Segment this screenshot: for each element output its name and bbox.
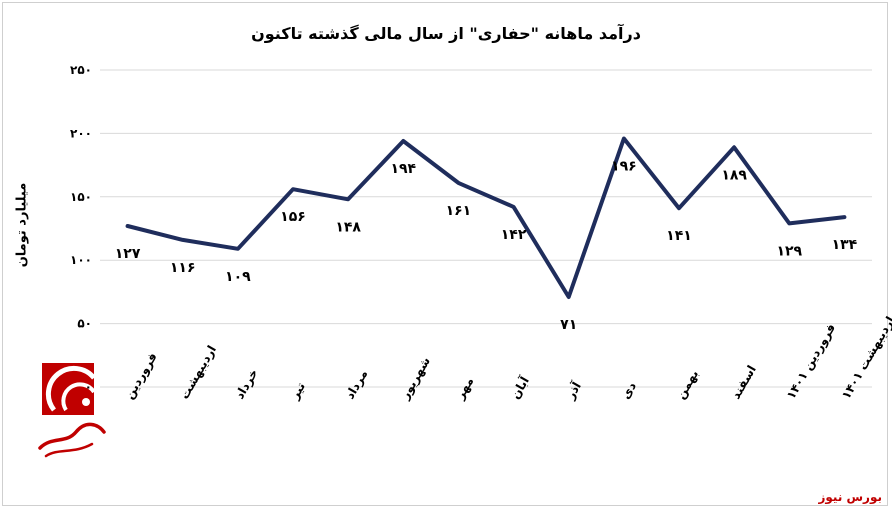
- data-label: ۱۳۴: [832, 237, 858, 253]
- y-tick-label: ۰: [85, 380, 92, 394]
- bourse-news-logo: [38, 363, 106, 458]
- series-line: [125, 136, 847, 299]
- data-label: ۱۴۲: [501, 227, 527, 243]
- data-label: ۱۱۶: [170, 260, 196, 276]
- data-label: ۱۸۹: [721, 167, 747, 183]
- data-labels: ۱۲۷ ۱۱۶ ۱۰۹ ۱۵۶ ۱۴۸ ۱۹۴ ۱۶۱ ۱۴۲ ۷۱ ۱۹۶ ۱۴۱ ۱۸۹ ۱۲۹ ۱۳…: [115, 158, 858, 332]
- x-tick-label: مهر: [452, 375, 476, 403]
- x-tick-label: بهمن: [673, 367, 701, 401]
- x-tick-label: شهریور: [397, 355, 434, 403]
- logo-arc-inner: [61, 382, 96, 412]
- x-tick-label: تیر: [287, 380, 308, 402]
- data-label: ۱۹۶: [611, 158, 637, 174]
- data-label: ۱۶۱: [446, 203, 472, 219]
- x-tick-label: فروردین: [122, 350, 161, 402]
- x-tick-label: فروردین ۱۴۰۱: [784, 321, 839, 402]
- x-tick-label: مرداد: [343, 367, 371, 401]
- x-tick-label: اردیبهشت: [177, 343, 219, 401]
- x-tick-label: اسفند: [729, 363, 759, 402]
- source-label: بورس نیوز: [818, 490, 882, 504]
- x-axis-labels: فروردین اردیبهشت خرداد تیر مرداد شهریور مهر آبا…: [122, 314, 892, 403]
- data-label: ۱۰۹: [225, 269, 251, 285]
- data-label: ۱۴۱: [666, 228, 692, 244]
- y-axis-ticks: ۰ ۵۰ ۱۰۰ ۱۵۰ ۲۰۰ ۲۵۰: [70, 63, 92, 394]
- x-tick-label: آذر: [562, 378, 585, 402]
- logo-dot: [82, 398, 90, 406]
- x-tick-label: دی: [618, 380, 639, 402]
- y-tick-label: ۱۰۰: [70, 253, 92, 267]
- data-label: ۱۵۶: [280, 209, 306, 225]
- data-label: ۱۲۷: [115, 246, 141, 262]
- x-tick-label: اردیبهشت ۱۴۰۱: [839, 314, 892, 401]
- x-tick-label: خرداد: [232, 366, 260, 401]
- y-tick-label: ۵۰: [77, 317, 92, 331]
- logo-arc-outer: [45, 365, 96, 412]
- y-tick-label: ۱۵۰: [70, 190, 92, 204]
- data-label: ۱۲۹: [776, 243, 802, 259]
- data-label: ۱۴۸: [335, 219, 361, 235]
- chart-title: درآمد ماهانه "حفاری" از سال مالی گذشته ت…: [251, 24, 641, 43]
- grid-lines: [100, 69, 872, 388]
- data-label: ۷۱: [560, 317, 577, 333]
- series-line-path: [125, 136, 847, 299]
- logo-script-stroke: [44, 442, 94, 458]
- y-tick-label: ۲۵۰: [70, 63, 92, 77]
- y-tick-label: ۲۰۰: [70, 126, 92, 140]
- data-label: ۱۹۴: [390, 161, 416, 177]
- logo-script-stroke: [38, 422, 106, 450]
